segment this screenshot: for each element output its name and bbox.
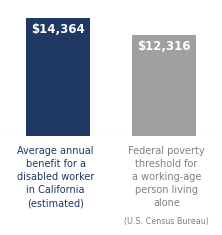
Text: Average annual
benefit for a
disabled worker
in California
(estimated): Average annual benefit for a disabled wo…: [17, 146, 94, 208]
Text: Federal poverty
threshold for
a working-age
person living
alone: Federal poverty threshold for a working-…: [128, 146, 205, 208]
Text: $12,316: $12,316: [138, 40, 191, 53]
Text: $14,364: $14,364: [31, 23, 85, 36]
Bar: [26, 18, 90, 136]
Text: (U.S. Census Bureau): (U.S. Census Bureau): [124, 217, 209, 226]
Bar: [132, 35, 196, 136]
